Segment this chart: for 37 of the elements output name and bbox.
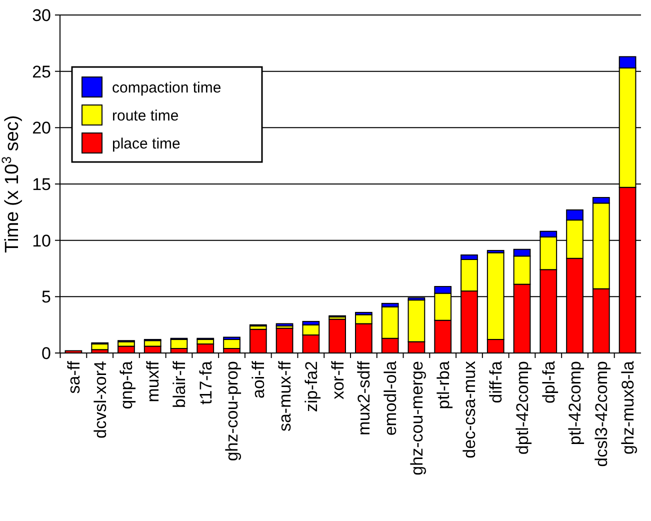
- x-tick-label: dcsl3-42comp: [592, 361, 612, 467]
- x-tick-label: dptl-42comp: [512, 361, 532, 455]
- y-tick-label: 20: [32, 118, 51, 138]
- y-tick-label: 0: [42, 344, 51, 363]
- bar: [276, 328, 294, 354]
- x-tick-label: blair-ff: [170, 360, 189, 408]
- legend-label: place time: [112, 135, 180, 152]
- x-tick-label: muxff: [144, 360, 163, 402]
- bar: [249, 328, 267, 354]
- x-tick-label: ptl-42comp: [566, 361, 585, 446]
- x-tick-label: sa-mux-ff: [275, 360, 294, 432]
- y-tick-label: 30: [32, 6, 51, 25]
- x-tick-label: dpl-fa: [539, 360, 558, 404]
- x-tick-label: ghz-mux8-la: [618, 360, 638, 455]
- x-tick-label: qnp-fa: [117, 360, 136, 410]
- x-tick-label: ptl-rba: [434, 360, 453, 410]
- x-tick-label: emodl-ola: [381, 360, 400, 436]
- legend-label: compaction time: [112, 79, 222, 96]
- y-tick-label: 10: [32, 231, 51, 250]
- bar: [276, 323, 294, 326]
- x-tick-label: t17-fa: [196, 360, 216, 404]
- bar: [223, 338, 240, 349]
- y-tick-label: 5: [42, 288, 51, 307]
- x-tick-label: ghz-cou-merge: [407, 361, 426, 476]
- y-tick-label: 15: [32, 174, 51, 194]
- x-tick-label: dec-csa-mux: [460, 360, 480, 458]
- x-tick-label: sa-ff: [64, 360, 84, 394]
- x-tick-label: xor-ff: [328, 360, 348, 400]
- x-tick-label: aoi-ff: [249, 360, 268, 398]
- y-tick-label: 25: [32, 62, 51, 82]
- x-tick-label: ghz-cou-prop: [222, 361, 242, 462]
- legend-label: route time: [112, 107, 179, 124]
- x-tick-label: mux2-sdff: [354, 360, 374, 436]
- x-tick-label: dcvsl-xor4: [90, 361, 110, 438]
- x-tick-label: diff-fa: [486, 360, 506, 404]
- bar: [328, 318, 346, 354]
- x-tick-label: zip-fa2: [302, 361, 321, 412]
